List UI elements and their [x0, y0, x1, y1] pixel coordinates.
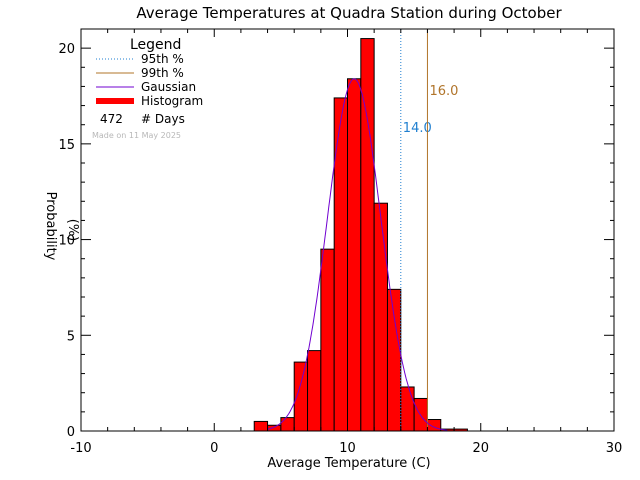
histogram-bar [280, 417, 295, 432]
percentile-label: 16.0 [429, 84, 458, 99]
x-tick-label: 10 [339, 441, 356, 456]
legend-label: Gaussian [141, 80, 196, 94]
watermark: Made on 11 May 2025 [92, 131, 181, 140]
y-axis-label: Probability [43, 192, 58, 261]
days-label: # Days [141, 112, 185, 126]
y-tick-label: 10 [58, 234, 75, 249]
chart-title: Average Temperatures at Quadra Station d… [136, 4, 562, 22]
histogram-bar [347, 78, 362, 432]
histogram-bar [320, 248, 335, 432]
x-tick-label: 20 [472, 441, 489, 456]
x-tick-label: 0 [210, 441, 218, 456]
y-axis-unit: (%) [65, 219, 80, 242]
legend-label: Histogram [141, 94, 203, 108]
y-tick-label: 15 [58, 138, 75, 153]
histogram-bar [373, 202, 388, 432]
y-tick-label: 5 [67, 329, 75, 344]
axis-ticks [80, 28, 615, 432]
legend-label: 99th % [141, 66, 184, 80]
histogram-bar [253, 420, 269, 432]
y-tick-label: 0 [67, 425, 75, 440]
percentile-label: 14.0 [403, 121, 432, 136]
histogram-bar [386, 288, 402, 432]
days-count: 472 [100, 112, 123, 126]
x-axis-label: Average Temperature (C) [267, 456, 430, 471]
histogram-bar [400, 386, 415, 432]
y-tick-label: 20 [58, 42, 75, 57]
x-tick-label: -10 [70, 441, 91, 456]
histogram-bar [307, 350, 322, 432]
histogram-bar [267, 424, 282, 432]
histogram-bars [253, 38, 468, 432]
x-tick-label: 30 [606, 441, 623, 456]
legend-title: Legend [130, 37, 181, 53]
gaussian-curve [267, 78, 448, 431]
histogram-bar [426, 419, 442, 432]
percentile-lines: 14.0 16.0 [400, 29, 458, 431]
legend-label: 95th % [141, 52, 184, 66]
